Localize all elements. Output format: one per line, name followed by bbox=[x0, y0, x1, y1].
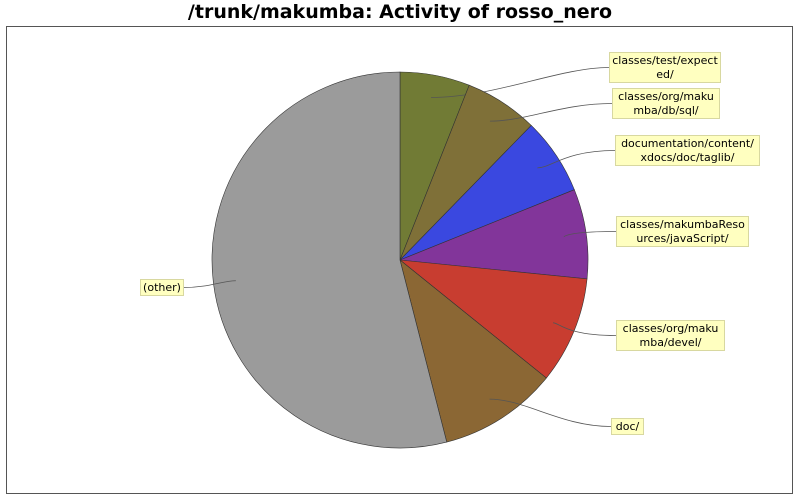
leader-line bbox=[183, 280, 236, 288]
pie-slice bbox=[399, 259, 547, 443]
slice-label: classes/org/makumba/db/sql/ bbox=[612, 88, 720, 119]
leader-line bbox=[489, 398, 612, 427]
slice-label: classes/test/expected/ bbox=[609, 52, 721, 83]
leader-line bbox=[537, 150, 616, 169]
pie-slice bbox=[211, 71, 448, 449]
slice-label: documentation/content/xdocs/doc/taglib/ bbox=[615, 135, 760, 166]
leader-line bbox=[563, 231, 617, 238]
slice-label: doc/ bbox=[611, 418, 644, 435]
plot-area bbox=[6, 26, 793, 494]
leader-line bbox=[430, 67, 610, 98]
slice-label: (other) bbox=[140, 279, 184, 296]
pie-slice bbox=[399, 259, 588, 379]
slice-label: classes/makumbaResources/javaScript/ bbox=[616, 216, 749, 247]
slice-label: classes/org/makumba/devel/ bbox=[616, 320, 725, 351]
chart-title: /trunk/makumba: Activity of rosso_nero bbox=[187, 1, 613, 23]
leader-line bbox=[489, 103, 613, 122]
leader-line bbox=[552, 322, 617, 336]
